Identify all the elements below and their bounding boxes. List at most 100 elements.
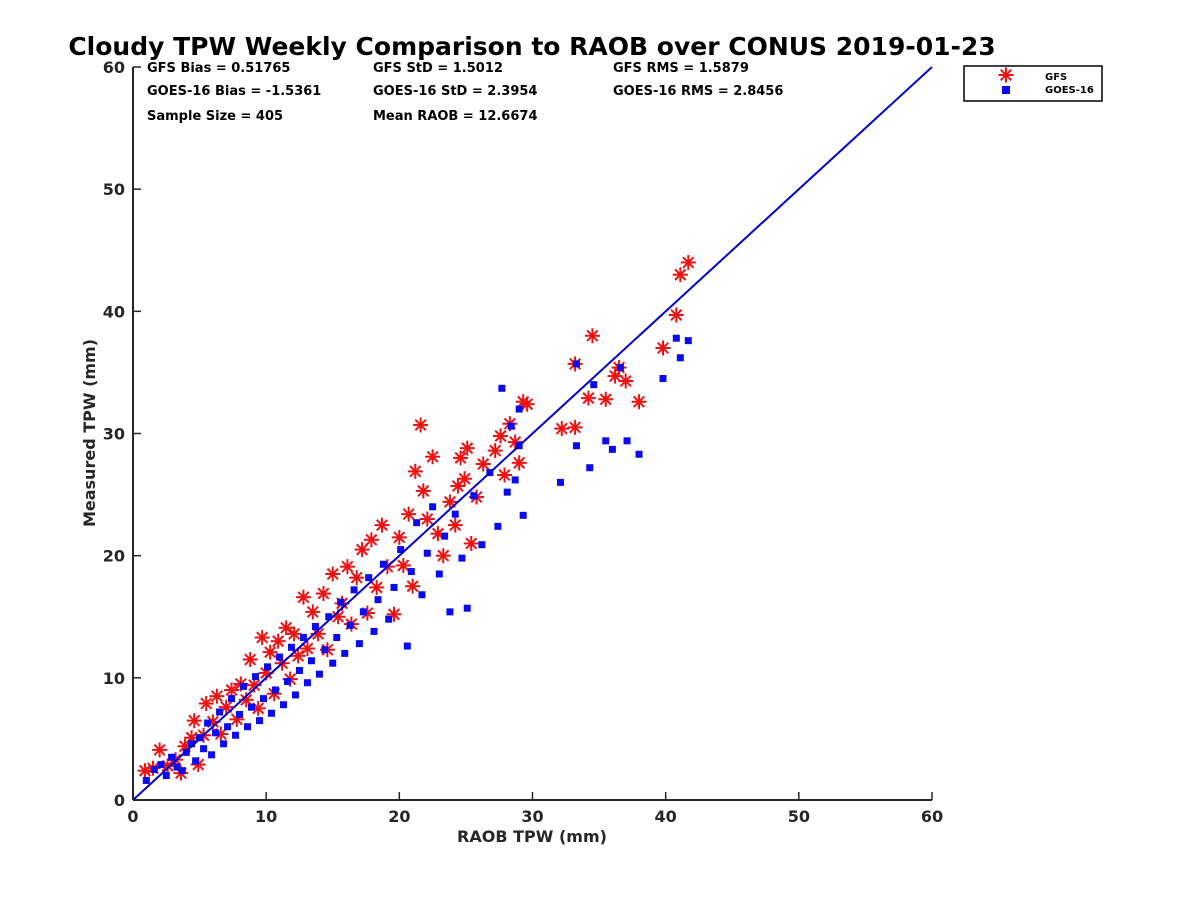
goes16-point [267,709,275,717]
goes16-point [283,677,291,685]
goes16-point [299,634,307,642]
gfs-point [209,688,225,704]
goes16-point [515,405,523,413]
gfs-point [519,396,535,412]
one-to-one-line [132,66,933,801]
gfs-point [354,542,370,558]
gfs-point [349,570,365,586]
gfs-point [395,557,411,573]
gfs-point [363,532,379,548]
stats-panel: GFS Bias = 0.51765 GFS StD = 1.5012 GFS RM… [147,61,783,124]
gfs-point [507,434,523,450]
gfs-point [567,419,583,435]
goes16-point [413,519,421,527]
gfs-point [435,548,451,564]
goes16-point [279,701,287,709]
gfs-series [137,254,696,781]
goes16-point [228,695,236,703]
goes16-point [346,621,354,629]
goes16-point [446,608,454,616]
gfs-point [453,450,469,466]
gfs-point [295,589,311,605]
goes16-point [359,608,367,616]
goes16-point [307,657,315,665]
goes16-point [684,337,692,345]
gfs-point [493,428,509,444]
goes16-point [248,703,256,711]
gfs-point [262,644,278,660]
goes16-point [303,679,311,687]
y-tick-label: 0 [114,791,125,810]
x-tick-label: 50 [788,807,810,826]
gfs-point [369,579,385,595]
gfs-point [655,340,671,356]
gfs-point [242,652,258,668]
gfs-point [497,467,513,483]
stat-label: Mean RAOB = 12.6674 [373,109,538,124]
gfs-point [447,517,463,533]
goes16-point [379,560,387,568]
gfs-point [198,695,214,711]
goes16-point [315,670,323,678]
gfs-point [415,483,431,499]
y-tick-label: 60 [103,58,125,77]
x-tick-label: 30 [521,807,543,826]
goes16-series [142,334,692,784]
goes16-point [403,642,411,650]
gfs-point [278,620,294,636]
goes16-point [200,745,208,753]
goes16-point [271,686,279,694]
goes16-point [295,667,303,675]
goes16-point [162,772,170,780]
goes16-point [256,717,264,725]
goes16-point [192,757,200,765]
chart-title: Cloudy TPW Weekly Comparison to RAOB ove… [68,32,995,61]
gfs-point [618,373,634,389]
goes16-point [244,723,252,731]
goes16-point [240,682,248,690]
goes16-point [325,613,333,621]
legend-goes16-label: GOES-16 [1045,85,1094,96]
gfs-point [457,471,473,487]
gfs-point [299,641,315,657]
y-tick-label: 40 [103,302,125,321]
goes16-point [407,568,415,576]
stat-label: GOES-16 StD = 2.3954 [373,84,537,99]
goes16-point [572,360,580,368]
stat-label: GOES-16 Bias = -1.5361 [147,84,321,99]
gfs-point [450,478,466,494]
gfs-point [459,440,475,456]
gfs-point [584,328,600,344]
x-tick-label: 10 [255,807,277,826]
goes16-point [435,570,443,578]
goes16-point [370,627,378,635]
gfs-point [186,713,202,729]
legend-goes16-marker [1002,86,1010,94]
goes16-point [287,643,295,651]
goes16-point [423,549,431,557]
gfs-point [463,535,479,551]
goes16-point [463,604,471,612]
goes16-point [672,334,680,342]
goes16-point [263,663,271,671]
goes16-point [333,634,341,642]
goes16-point [252,673,260,681]
goes16-point [150,765,158,773]
goes16-point [602,437,610,445]
goes16-point [275,653,283,661]
goes16-point [498,384,506,392]
goes16-point [260,695,268,703]
x-tick-label: 40 [655,807,677,826]
goes16-point [441,532,449,540]
goes16-point [374,596,382,604]
stat-label: GOES-16 RMS = 2.8456 [613,84,783,99]
goes16-point [390,583,398,591]
gfs-point [672,267,688,283]
goes16-point [586,464,594,472]
goes16-point [157,761,165,769]
goes16-point [385,615,393,623]
gfs-point [305,604,321,620]
x-tick-label: 60 [921,807,943,826]
gfs-point [339,559,355,575]
